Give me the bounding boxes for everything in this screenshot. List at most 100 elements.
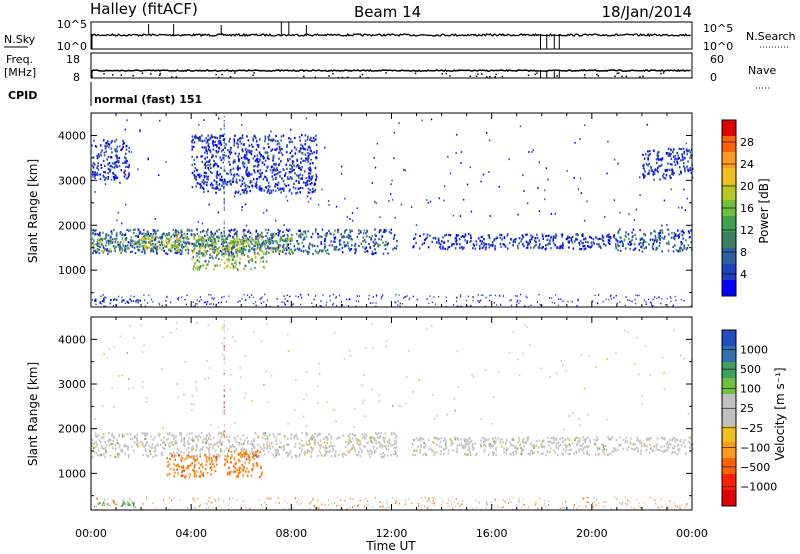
range-cell	[124, 161, 126, 164]
range-cell	[333, 240, 335, 243]
range-cell	[243, 253, 246, 256]
range-cell	[229, 179, 232, 182]
range-cell	[123, 299, 125, 302]
range-cell	[95, 228, 97, 231]
range-cell	[525, 440, 528, 443]
range-cell	[242, 150, 244, 153]
range-cell	[315, 143, 318, 146]
range-cell	[185, 237, 188, 240]
range-cell	[665, 151, 668, 155]
range-cell	[285, 248, 288, 252]
range-cell	[542, 235, 544, 238]
range-cell	[291, 160, 294, 163]
range-cell	[351, 437, 354, 440]
range-cell	[302, 245, 305, 248]
range-cell	[284, 238, 287, 241]
range-cell	[245, 245, 247, 248]
range-cell	[242, 191, 245, 194]
range-cell	[218, 183, 221, 186]
range-cell	[211, 246, 214, 249]
ground-cell	[104, 296, 106, 298]
range-cell	[395, 442, 398, 445]
range-cell	[95, 145, 98, 148]
range-cell	[328, 244, 331, 247]
range-cell	[150, 247, 152, 250]
range-cell	[588, 235, 591, 238]
range-cell	[470, 236, 472, 240]
range-cell	[591, 244, 593, 247]
range-cell	[144, 433, 146, 436]
range-cell	[369, 438, 372, 441]
range-cell	[315, 138, 317, 141]
range-cell	[137, 299, 139, 302]
range-cell	[443, 241, 446, 244]
range-cell	[196, 458, 198, 461]
range-cell	[382, 451, 384, 454]
range-cell	[200, 239, 202, 242]
speckle-cell	[233, 195, 236, 198]
range-cell	[102, 453, 105, 456]
range-cell	[338, 248, 341, 251]
range-cell	[508, 242, 511, 245]
range-cell	[662, 450, 665, 454]
range-cell	[175, 229, 177, 232]
range-cell	[424, 239, 426, 242]
range-cell	[615, 245, 617, 248]
range-cell	[550, 237, 552, 240]
ground-cell	[399, 305, 401, 308]
range-cell	[321, 250, 323, 253]
range-cell	[466, 439, 469, 442]
ground-cell	[615, 295, 617, 297]
speckle-cell	[351, 212, 354, 214]
range-cell	[540, 443, 542, 446]
range-cell	[107, 252, 109, 255]
speckle-cell	[341, 165, 343, 168]
range-cell	[295, 192, 297, 195]
range-cell	[230, 228, 233, 231]
range-cell	[221, 178, 224, 181]
range-cell	[121, 237, 124, 240]
range-cell	[171, 443, 173, 446]
range-cell	[601, 449, 604, 452]
range-cell	[193, 262, 196, 265]
range-cell	[680, 171, 682, 174]
range-cell	[535, 243, 537, 246]
range-cell	[181, 470, 183, 474]
nave-point	[485, 76, 488, 78]
range-cell	[512, 244, 514, 247]
range-cell	[293, 164, 295, 167]
ground-cell	[369, 302, 371, 304]
range-cell	[520, 453, 522, 456]
range-cell	[102, 447, 105, 451]
range-cell	[673, 445, 676, 448]
range-cell	[136, 444, 139, 447]
range-cell	[353, 434, 355, 437]
range-cell	[688, 436, 691, 439]
range-cell	[228, 254, 230, 257]
range-cell	[521, 238, 523, 241]
range-cell	[346, 235, 348, 238]
range-cell	[200, 252, 203, 255]
range-cell	[301, 186, 304, 190]
range-cell	[688, 440, 691, 444]
range-cell	[278, 151, 280, 154]
range-cell	[649, 233, 652, 236]
range-cell	[552, 235, 555, 238]
range-cell	[443, 437, 446, 440]
range-cell	[285, 252, 287, 255]
ground-cell	[551, 297, 553, 299]
range-cell	[283, 248, 286, 252]
range-cell	[170, 441, 173, 444]
range-cell	[659, 178, 661, 181]
colorbar-swatch	[722, 280, 736, 297]
range-cell	[195, 252, 198, 255]
range-cell	[227, 155, 230, 158]
range-cell	[310, 445, 312, 449]
range-cell	[105, 150, 107, 153]
range-cell	[177, 246, 179, 249]
speckle-cell	[373, 156, 375, 159]
range-cell	[126, 177, 129, 180]
ground-cell	[332, 302, 334, 305]
range-cell	[562, 453, 565, 456]
range-cell	[272, 247, 275, 251]
